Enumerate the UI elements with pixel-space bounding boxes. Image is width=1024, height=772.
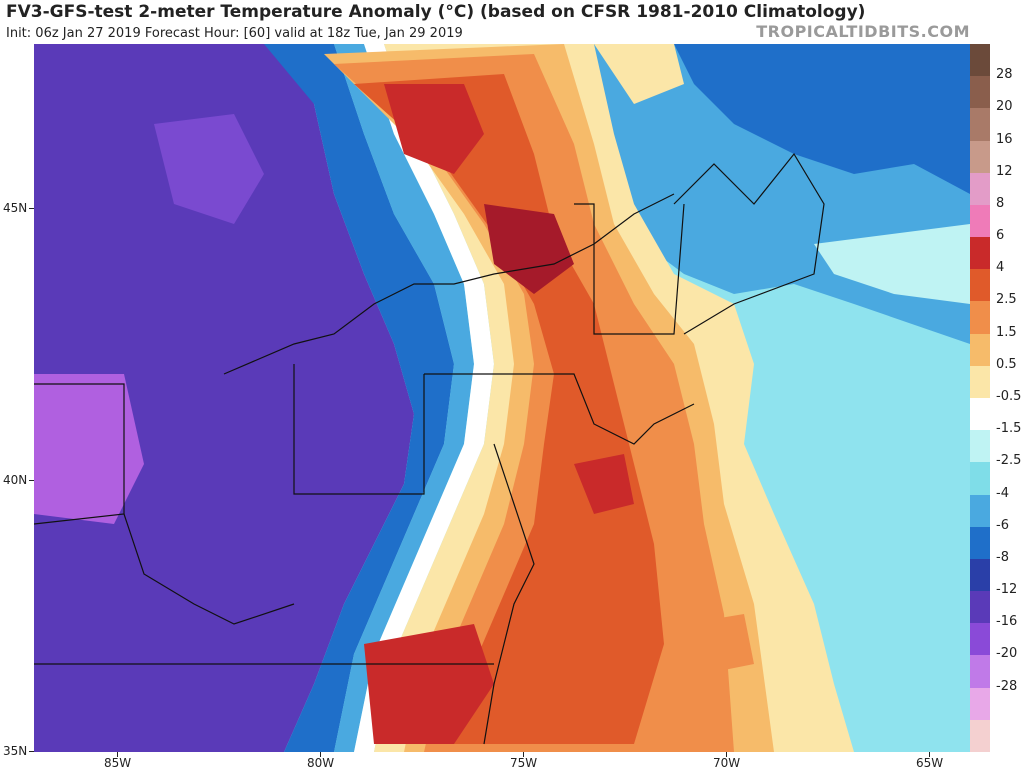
lon-tick (320, 752, 321, 757)
colorbar-label: -6 (996, 517, 1009, 533)
ontario-red-patch (384, 84, 484, 174)
colorbar-swatch (970, 558, 990, 592)
pennsylvania-outline (293, 364, 425, 495)
north-warm-patch (594, 44, 684, 104)
quebec-dark-blue-region (674, 44, 970, 194)
lon-label-70w: 70W (713, 756, 741, 770)
ny-southern-border (424, 373, 695, 445)
colorbar-swatch (970, 269, 990, 302)
colorbar-swatch (970, 365, 990, 399)
colorbar-swatch (970, 301, 990, 335)
lon-tick (929, 752, 930, 757)
atlantic-orange-patch (684, 614, 754, 674)
colorbar-label: 1.5 (996, 324, 1017, 340)
colorbar-label: 16 (996, 131, 1013, 147)
colorbar-swatch (970, 462, 990, 496)
illinois-indiana-border (34, 383, 125, 525)
temperature-anomaly-map[interactable] (34, 44, 970, 752)
blue-transition-band (264, 44, 454, 752)
colorbar-label: -4 (996, 485, 1009, 501)
lon-label-75w: 75W (510, 756, 538, 770)
light-blue-band (334, 44, 474, 752)
lon-tick (726, 752, 727, 757)
map-title: FV3-GFS-test 2-meter Temperature Anomaly… (6, 2, 866, 22)
colorbar-label: 4 (996, 260, 1005, 276)
map-canvas (34, 44, 970, 752)
lat-tick (29, 480, 34, 481)
lat-label-45n: 45N (3, 201, 28, 215)
colorbar-swatch (970, 398, 990, 431)
colorbar-swatch (970, 76, 990, 109)
colorbar-label: -8 (996, 549, 1009, 565)
colorbar-swatch (970, 44, 990, 77)
michigan-purple-patch (154, 114, 264, 224)
lat-label-40n: 40N (3, 473, 28, 487)
lon-tick (117, 752, 118, 757)
colorbar-label: -20 (996, 646, 1018, 662)
warm-red-orange-region (354, 74, 664, 744)
colorbar-label: -1.5 (996, 421, 1022, 437)
atlantic-coastline (483, 443, 535, 745)
colorbar-label: -0.5 (996, 389, 1022, 404)
colorbar-swatch (970, 494, 990, 528)
lat-tick (29, 208, 34, 209)
colorbar-label: 2.5 (996, 292, 1017, 308)
great-lakes-outline (223, 193, 675, 375)
colorbar-swatch (970, 140, 990, 174)
virginia-red-patch (364, 624, 494, 744)
colorbar-label: 6 (996, 228, 1005, 244)
white-boundary-band (354, 44, 494, 752)
colorbar-swatch (970, 108, 990, 142)
ohio-river (123, 513, 295, 625)
lon-tick (523, 752, 524, 757)
colorbar-swatch (970, 430, 990, 463)
colorbar-swatch (970, 719, 990, 753)
colorbar-swatch (970, 237, 990, 270)
colorbar-swatch (970, 526, 990, 560)
lat-label-35n: 35N (3, 744, 28, 758)
colorbar-label: 8 (996, 195, 1005, 211)
colorbar-swatch (970, 333, 990, 367)
maritimes-cyan-patch (814, 224, 970, 304)
west-purple-region (34, 44, 414, 752)
colorbar-swatch (970, 591, 990, 624)
colorbar-swatch (970, 172, 990, 206)
illinois-magenta-patch (34, 374, 144, 524)
maine-outline (673, 152, 825, 335)
offshore-red-patch (574, 454, 634, 514)
vermont-nh-border (574, 203, 685, 335)
lon-label-80w: 80W (307, 756, 335, 770)
colorbar-label: -16 (996, 614, 1018, 630)
colorbar-label: -12 (996, 582, 1018, 598)
map-subtitle: Init: 06z Jan 27 2019 Forecast Hour: [60… (6, 26, 463, 41)
colorbar-label: 28 (996, 67, 1013, 83)
colorbar-swatch (970, 687, 990, 721)
brand-watermark: TROPICALTIDBITS.COM (756, 22, 970, 41)
boundaries (34, 152, 825, 745)
colorbar-label: 12 (996, 163, 1013, 179)
colorbar: 28 20 16 12 8 6 4 2.5 1.5 0.5 -0.5 -1.5 -2.5 -4 -6 -8 -1… (970, 44, 1024, 753)
lon-label-65w: 65W (916, 756, 944, 770)
colorbar-swatch (970, 204, 990, 238)
colorbar-label: -2.5 (996, 453, 1022, 469)
colorbar-label: -28 (996, 678, 1018, 694)
colorbar-swatch (970, 655, 990, 689)
colorbar-label: 0.5 (996, 356, 1017, 372)
colorbar-swatch (970, 623, 990, 656)
lon-label-85w: 85W (104, 756, 132, 770)
colorbar-label: 20 (996, 99, 1013, 115)
lat-tick (29, 751, 34, 752)
